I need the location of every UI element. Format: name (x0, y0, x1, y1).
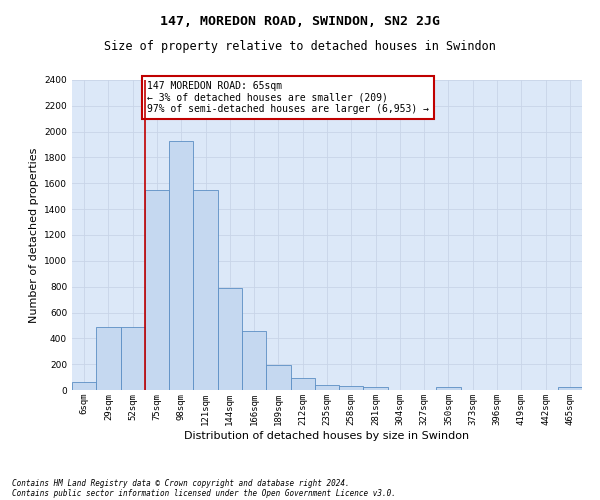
Bar (436, 388, 461, 390)
Text: Contains public sector information licensed under the Open Government Licence v3: Contains public sector information licen… (12, 488, 396, 498)
Text: Size of property relative to detached houses in Swindon: Size of property relative to detached ho… (104, 40, 496, 53)
Bar (218, 288, 242, 390)
Bar (96, 326, 121, 390)
Text: 147, MOREDON ROAD, SWINDON, SN2 2JG: 147, MOREDON ROAD, SWINDON, SN2 2JG (160, 15, 440, 28)
Bar (121, 326, 145, 390)
Bar (558, 388, 582, 390)
Bar (72, 382, 96, 390)
Bar (315, 385, 339, 390)
Bar (145, 190, 169, 390)
Y-axis label: Number of detached properties: Number of detached properties (29, 148, 38, 322)
Bar (266, 365, 290, 390)
Bar (193, 190, 218, 390)
Bar (364, 387, 388, 390)
Bar (339, 386, 364, 390)
Text: 147 MOREDON ROAD: 65sqm
← 3% of detached houses are smaller (209)
97% of semi-de: 147 MOREDON ROAD: 65sqm ← 3% of detached… (147, 80, 429, 114)
Text: Contains HM Land Registry data © Crown copyright and database right 2024.: Contains HM Land Registry data © Crown c… (12, 478, 350, 488)
Bar (169, 140, 193, 390)
Bar (290, 378, 315, 390)
Bar (242, 330, 266, 390)
X-axis label: Distribution of detached houses by size in Swindon: Distribution of detached houses by size … (184, 430, 470, 440)
